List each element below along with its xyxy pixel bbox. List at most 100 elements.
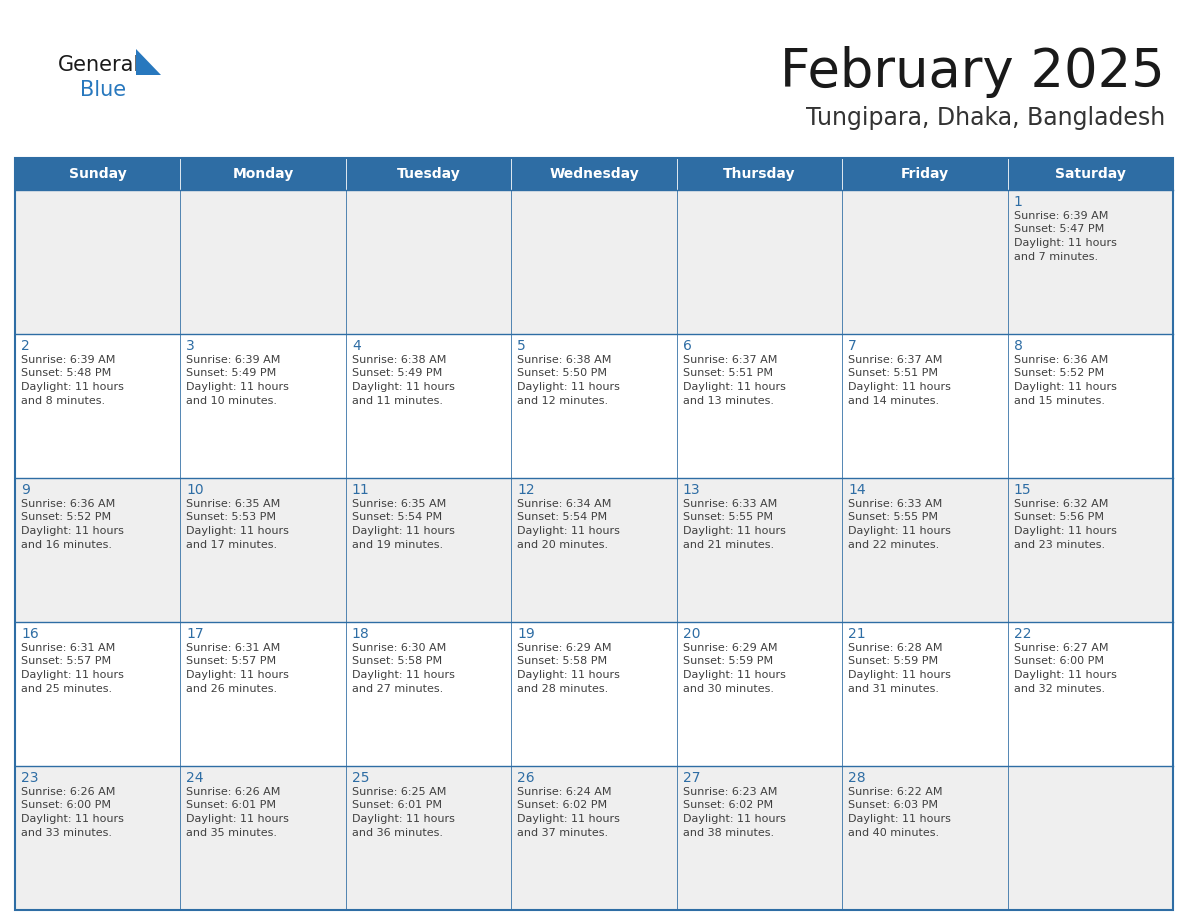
Text: February 2025: February 2025 <box>781 46 1165 98</box>
Bar <box>511 622 677 766</box>
Text: Daylight: 11 hours: Daylight: 11 hours <box>187 526 290 536</box>
Text: Sunset: 5:57 PM: Sunset: 5:57 PM <box>21 656 112 666</box>
Text: Daylight: 11 hours: Daylight: 11 hours <box>848 814 952 824</box>
Text: Sunset: 5:49 PM: Sunset: 5:49 PM <box>352 368 442 378</box>
Bar <box>15 158 181 190</box>
Text: Sunrise: 6:39 AM: Sunrise: 6:39 AM <box>21 355 115 365</box>
Bar <box>677 766 842 910</box>
Text: 14: 14 <box>848 483 866 497</box>
Text: Friday: Friday <box>901 167 949 181</box>
Text: 6: 6 <box>683 339 691 353</box>
Text: Sunrise: 6:33 AM: Sunrise: 6:33 AM <box>683 499 777 509</box>
Bar <box>677 190 842 334</box>
Text: Sunset: 5:49 PM: Sunset: 5:49 PM <box>187 368 277 378</box>
Text: Daylight: 11 hours: Daylight: 11 hours <box>187 670 290 680</box>
Text: 27: 27 <box>683 771 700 785</box>
Text: Sunset: 5:58 PM: Sunset: 5:58 PM <box>352 656 442 666</box>
Text: Sunrise: 6:39 AM: Sunrise: 6:39 AM <box>1013 211 1108 221</box>
Text: 17: 17 <box>187 627 204 641</box>
Text: Sunset: 5:59 PM: Sunset: 5:59 PM <box>683 656 773 666</box>
Text: Sunset: 5:50 PM: Sunset: 5:50 PM <box>517 368 607 378</box>
Text: Daylight: 11 hours: Daylight: 11 hours <box>517 526 620 536</box>
Text: Daylight: 11 hours: Daylight: 11 hours <box>848 382 952 392</box>
Bar <box>1007 190 1173 334</box>
Text: Sunrise: 6:27 AM: Sunrise: 6:27 AM <box>1013 643 1108 653</box>
Text: Daylight: 11 hours: Daylight: 11 hours <box>187 382 290 392</box>
Text: Daylight: 11 hours: Daylight: 11 hours <box>352 382 455 392</box>
Text: Sunrise: 6:34 AM: Sunrise: 6:34 AM <box>517 499 612 509</box>
Text: Daylight: 11 hours: Daylight: 11 hours <box>517 382 620 392</box>
Text: Daylight: 11 hours: Daylight: 11 hours <box>1013 526 1117 536</box>
Bar <box>15 622 181 766</box>
Text: 19: 19 <box>517 627 535 641</box>
Text: Sunrise: 6:38 AM: Sunrise: 6:38 AM <box>517 355 612 365</box>
Bar <box>15 766 181 910</box>
Bar <box>346 158 511 190</box>
Text: Sunrise: 6:37 AM: Sunrise: 6:37 AM <box>848 355 942 365</box>
Bar <box>842 478 1007 622</box>
Text: and 22 minutes.: and 22 minutes. <box>848 540 940 550</box>
Text: and 11 minutes.: and 11 minutes. <box>352 396 443 406</box>
Text: and 15 minutes.: and 15 minutes. <box>1013 396 1105 406</box>
Text: and 20 minutes.: and 20 minutes. <box>517 540 608 550</box>
Text: Daylight: 11 hours: Daylight: 11 hours <box>352 526 455 536</box>
Text: 2: 2 <box>21 339 30 353</box>
Text: Daylight: 11 hours: Daylight: 11 hours <box>21 814 124 824</box>
Text: Sunrise: 6:35 AM: Sunrise: 6:35 AM <box>187 499 280 509</box>
Bar <box>677 478 842 622</box>
Bar <box>346 190 511 334</box>
Text: and 30 minutes.: and 30 minutes. <box>683 684 773 693</box>
Text: 22: 22 <box>1013 627 1031 641</box>
Text: Daylight: 11 hours: Daylight: 11 hours <box>683 382 785 392</box>
Text: Daylight: 11 hours: Daylight: 11 hours <box>21 670 124 680</box>
Text: and 12 minutes.: and 12 minutes. <box>517 396 608 406</box>
Text: Tuesday: Tuesday <box>397 167 461 181</box>
Text: and 19 minutes.: and 19 minutes. <box>352 540 443 550</box>
Bar <box>677 158 842 190</box>
Bar <box>1007 334 1173 478</box>
Text: 21: 21 <box>848 627 866 641</box>
Bar <box>346 766 511 910</box>
Bar <box>15 478 181 622</box>
Text: 28: 28 <box>848 771 866 785</box>
Text: Sunrise: 6:36 AM: Sunrise: 6:36 AM <box>1013 355 1108 365</box>
Text: 11: 11 <box>352 483 369 497</box>
Bar <box>346 334 511 478</box>
Text: Sunset: 5:53 PM: Sunset: 5:53 PM <box>187 512 277 522</box>
Bar <box>511 478 677 622</box>
Bar <box>15 158 1173 910</box>
Text: Daylight: 11 hours: Daylight: 11 hours <box>848 526 952 536</box>
Bar <box>842 622 1007 766</box>
Bar <box>511 334 677 478</box>
Bar <box>346 478 511 622</box>
Text: Sunrise: 6:33 AM: Sunrise: 6:33 AM <box>848 499 942 509</box>
Text: 20: 20 <box>683 627 700 641</box>
Text: and 16 minutes.: and 16 minutes. <box>21 540 112 550</box>
Bar <box>1007 766 1173 910</box>
Text: and 13 minutes.: and 13 minutes. <box>683 396 773 406</box>
Text: Sunset: 5:52 PM: Sunset: 5:52 PM <box>21 512 112 522</box>
Bar <box>346 622 511 766</box>
Bar <box>677 334 842 478</box>
Text: Sunset: 5:47 PM: Sunset: 5:47 PM <box>1013 225 1104 234</box>
Text: 23: 23 <box>21 771 38 785</box>
Text: and 25 minutes.: and 25 minutes. <box>21 684 112 693</box>
Text: 7: 7 <box>848 339 857 353</box>
Text: Sunset: 5:51 PM: Sunset: 5:51 PM <box>848 368 939 378</box>
Text: Sunrise: 6:37 AM: Sunrise: 6:37 AM <box>683 355 777 365</box>
Text: 26: 26 <box>517 771 535 785</box>
Text: Sunset: 5:56 PM: Sunset: 5:56 PM <box>1013 512 1104 522</box>
Text: 3: 3 <box>187 339 195 353</box>
Bar <box>511 190 677 334</box>
Text: and 28 minutes.: and 28 minutes. <box>517 684 608 693</box>
Text: 4: 4 <box>352 339 361 353</box>
Text: Sunrise: 6:22 AM: Sunrise: 6:22 AM <box>848 787 942 797</box>
Text: and 14 minutes.: and 14 minutes. <box>848 396 940 406</box>
Text: Blue: Blue <box>80 80 126 100</box>
Text: Monday: Monday <box>233 167 293 181</box>
Bar <box>181 478 346 622</box>
Text: Sunset: 5:51 PM: Sunset: 5:51 PM <box>683 368 772 378</box>
Text: Sunset: 6:03 PM: Sunset: 6:03 PM <box>848 800 939 811</box>
Bar <box>842 190 1007 334</box>
Text: Sunrise: 6:39 AM: Sunrise: 6:39 AM <box>187 355 280 365</box>
